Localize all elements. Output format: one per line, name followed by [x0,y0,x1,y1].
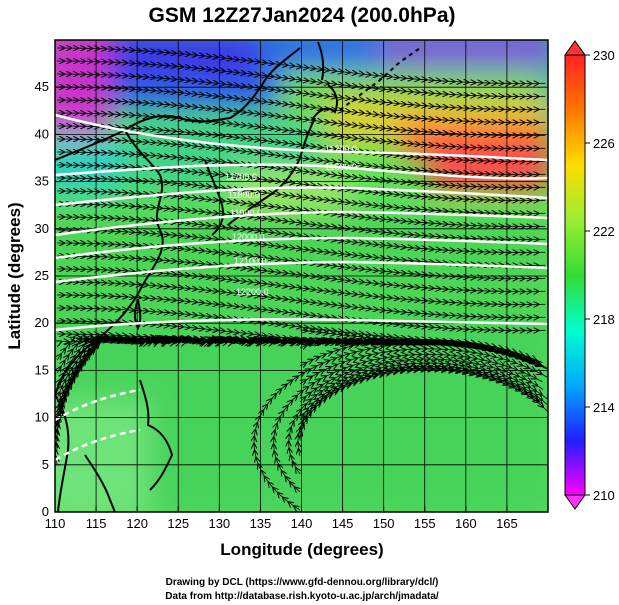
coastline-philippines [139,379,174,491]
y-tick-label: 10 [35,410,49,425]
contours [55,113,548,462]
contour-label: 11600.0 [325,162,357,172]
contour-label: 12200.0 [236,287,269,297]
coastline-china [55,129,164,396]
colorbar-tick-label: 214 [593,400,615,415]
x-tick-label: 165 [496,516,518,531]
x-tick-label: 140 [291,516,313,531]
colorbar-tick-label: 222 [593,224,615,239]
y-tick-label: 30 [35,221,49,236]
x-tick-label: 145 [332,516,354,531]
x-tick-label: 155 [414,516,436,531]
contour-line [55,260,548,284]
y-tick-label: 45 [35,79,49,94]
credit-line-2: Data from http://database.rish.kyoto-u.a… [165,591,439,602]
x-tick-label: 110 [45,516,66,531]
contour-label: 12000.0 [232,232,265,242]
streamline [254,343,548,510]
contour-line [55,388,141,422]
colorbar-ticks: 210 214 218 222 226 230 [585,48,615,503]
coastline-borneo [84,454,116,512]
coastline-indochina [55,394,70,512]
x-tick-label: 130 [208,516,230,531]
contour-labels: 11200.0 11600.0 11700.0 11800.0 11900.0 … [225,144,357,297]
field-blob [55,40,110,135]
contour-label: 11900.0 [230,208,262,218]
field-blob [430,140,548,190]
colorbar-tick-label: 218 [593,312,615,327]
y-tick-label: 40 [35,126,49,141]
contour-label: 11800.0 [228,190,260,200]
y-tick-label: 20 [35,315,49,330]
plot-area: 11200.0 11600.0 11700.0 11800.0 11900.0 … [55,40,548,512]
coastline-hokkaido [311,84,338,121]
colorbar-tick-label: 226 [593,136,615,151]
y-axis: 0 5 10 15 20 25 30 35 40 45 [35,79,61,519]
contour-line [55,318,548,332]
colorbar-tick-label: 210 [593,488,615,503]
coastline-sakhalin [317,41,325,81]
chart-title: GSM 12Z27Jan2024 (200.0hPa) [148,4,455,27]
contour-line [55,210,548,237]
contour-label: 12100.0 [234,256,267,266]
colorbar-tick-label: 230 [593,48,615,63]
y-tick-label: 5 [42,457,49,472]
credit-line-1: Drawing by DCL (https://www.gfd-dennou.o… [166,577,439,588]
coastline-korea [204,159,224,236]
colorbar-bar [564,54,586,496]
x-tick-label: 120 [126,516,148,531]
colorbar-top-arrow [564,40,586,56]
colorbar-bottom-arrow [564,494,586,510]
colorbar: 210 214 218 222 226 230 [564,40,615,510]
x-tick-label: 135 [250,516,272,531]
contour-label: 11700.0 [225,172,257,182]
contour-line [55,186,548,207]
coastline-asia [55,47,301,161]
shaded-field [55,40,548,512]
contour-line [55,113,548,162]
coastline-japan [227,117,316,226]
coastline-taiwan [134,299,142,331]
x-axis: 110 115 120 125 130 135 140 145 150 155 160 165 [45,506,518,531]
contour-line [55,236,548,260]
field-blob [110,40,260,85]
x-tick-label: 150 [373,516,395,531]
contour-line [55,163,548,180]
y-axis-label: Latitude (degrees) [5,202,24,349]
contour-line [55,428,141,462]
field-blob [380,40,548,75]
y-tick-label: 25 [35,268,49,283]
y-tick-label: 35 [35,174,49,189]
coastlines [55,41,421,512]
x-tick-label: 125 [167,516,189,531]
x-tick-label: 115 [86,516,107,531]
contour-label: 11200.0 [325,144,357,154]
y-tick-label: 15 [35,362,49,377]
x-tick-label: 160 [455,516,477,531]
coastline-kuril [339,47,421,111]
y-tick-label: 0 [42,504,49,519]
x-axis-label: Longitude (degrees) [220,540,383,559]
